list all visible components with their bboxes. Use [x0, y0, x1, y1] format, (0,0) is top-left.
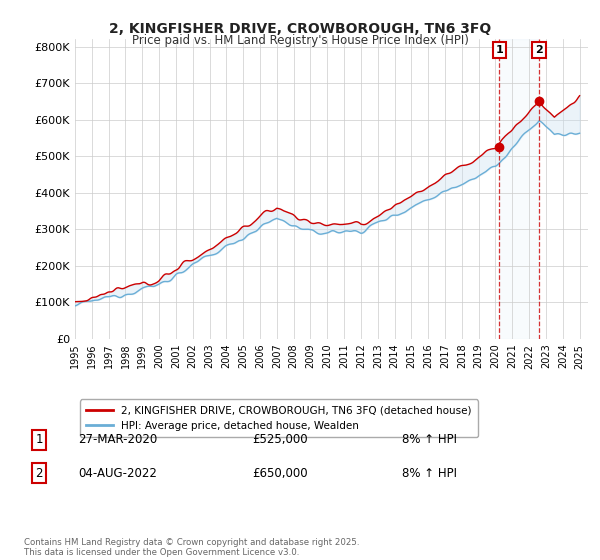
Text: 2: 2	[35, 466, 43, 480]
Text: 8% ↑ HPI: 8% ↑ HPI	[402, 433, 457, 446]
Legend: 2, KINGFISHER DRIVE, CROWBOROUGH, TN6 3FQ (detached house), HPI: Average price, : 2, KINGFISHER DRIVE, CROWBOROUGH, TN6 3F…	[80, 399, 478, 437]
Text: £650,000: £650,000	[252, 466, 308, 480]
Text: 27-MAR-2020: 27-MAR-2020	[78, 433, 157, 446]
Text: 1: 1	[496, 45, 503, 55]
Text: Contains HM Land Registry data © Crown copyright and database right 2025.
This d: Contains HM Land Registry data © Crown c…	[24, 538, 359, 557]
Text: £525,000: £525,000	[252, 433, 308, 446]
Text: Price paid vs. HM Land Registry's House Price Index (HPI): Price paid vs. HM Land Registry's House …	[131, 34, 469, 46]
Text: 2: 2	[535, 45, 543, 55]
Text: 8% ↑ HPI: 8% ↑ HPI	[402, 466, 457, 480]
Text: 2, KINGFISHER DRIVE, CROWBOROUGH, TN6 3FQ: 2, KINGFISHER DRIVE, CROWBOROUGH, TN6 3F…	[109, 22, 491, 36]
Bar	[499, 39, 539, 339]
Text: 04-AUG-2022: 04-AUG-2022	[78, 466, 157, 480]
Text: 1: 1	[35, 433, 43, 446]
